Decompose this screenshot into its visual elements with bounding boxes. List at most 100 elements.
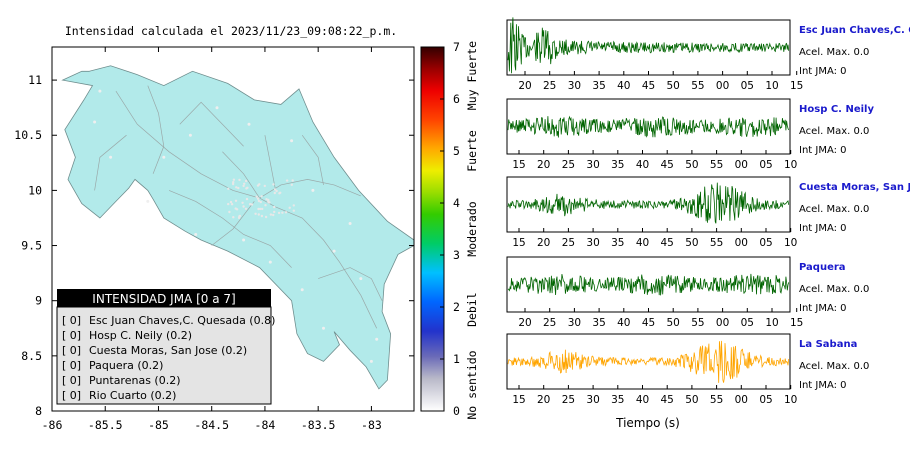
- y-tick-label: 9.5: [21, 239, 42, 253]
- town-marker: [250, 203, 254, 206]
- town-marker: [273, 188, 277, 191]
- town-marker: [348, 222, 352, 225]
- intensity-legend: INTENSIDAD JMA [0 a 7] [ 0] Esc Juan Chave…: [56, 289, 275, 405]
- intensity-colorbar: 0 1 2 3 4 5 6 7 No sentido Debil Moderado Fuerte Muy…: [420, 40, 479, 420]
- trace-tick-label: 35: [592, 80, 605, 92]
- trace-tick-label: 10: [765, 80, 778, 92]
- town-marker: [272, 183, 275, 186]
- town-marker: [322, 326, 325, 330]
- trace-tick-label: 50: [667, 80, 680, 92]
- road-line-10: [264, 135, 276, 191]
- trace-waveform: [507, 182, 790, 224]
- road-line-7: [211, 201, 255, 246]
- road-line-11: [318, 267, 383, 301]
- trace-tick-label: 20: [518, 80, 531, 92]
- trace-tick-label: 20: [537, 237, 550, 249]
- trace-accel-max: Acel. Max. 0.0: [799, 126, 869, 137]
- road-line-0: [115, 90, 260, 199]
- trace-tick-label: 35: [611, 159, 624, 171]
- trace-int-jma: Int JMA: 0: [799, 145, 847, 156]
- y-tick-label: 8: [35, 404, 42, 418]
- trace-station-name: Hosp C. Neily: [799, 104, 874, 115]
- town-marker: [273, 191, 276, 195]
- town-marker: [272, 213, 275, 217]
- town-marker: [231, 182, 235, 186]
- trace-tick-label: 40: [617, 80, 630, 92]
- trace-tick-label: 30: [586, 159, 599, 171]
- town-marker: [285, 179, 289, 182]
- trace-tick-label: 50: [685, 394, 698, 406]
- trace-tick-label: 15: [790, 80, 803, 92]
- legend-body: [56, 306, 272, 405]
- trace-tick-label: 25: [562, 394, 575, 406]
- legend-station: Puntarenas (0.2): [89, 374, 181, 387]
- town-marker: [258, 183, 261, 186]
- road-line-4: [94, 134, 127, 191]
- map-title: Intensidad calculada el 2023/11/23_09:08…: [65, 24, 397, 38]
- trace-tick-label: 45: [661, 159, 674, 171]
- trace-tick-label: 20: [537, 159, 550, 171]
- colorbar-tick-label: 4: [453, 196, 460, 210]
- town-marker: [292, 209, 295, 212]
- seismogram-traces: 20 25 30 35 40 45 50 55 00 05 10 15 Esc Juan Chaves,…: [506, 17, 910, 430]
- trace-tick-label: 30: [586, 237, 599, 249]
- legend-station: Hosp C. Neily (0.2): [89, 329, 192, 342]
- trace-tick-label: 30: [568, 317, 581, 329]
- trace-frame: [506, 98, 791, 155]
- trace-waveform: [507, 17, 790, 74]
- trace-panel: 20 25 30 35 40 45 50 55 00 05 10 15 Esc Juan Chaves,…: [506, 17, 910, 92]
- costa-rica-land: [61, 65, 414, 390]
- town-marker: [300, 288, 304, 292]
- road-line-2: [259, 179, 361, 199]
- town-marker: [243, 182, 246, 185]
- colorbar-tick-label: 5: [453, 144, 460, 158]
- legend-station: Rio Cuarto (0.2): [89, 389, 176, 402]
- legend-level: [ 0]: [62, 389, 81, 402]
- colorbar-category-label: Muy Fuerte: [465, 41, 479, 110]
- trace-tick-label: 15: [512, 394, 525, 406]
- town-marker: [230, 203, 234, 206]
- trace-tick-label: 45: [661, 237, 674, 249]
- town-marker: [232, 216, 235, 219]
- trace-tick-label: 20: [537, 394, 550, 406]
- legend-level: [ 0]: [62, 329, 81, 342]
- town-marker: [93, 120, 97, 124]
- legend-level: [ 0]: [62, 314, 81, 327]
- town-marker: [98, 89, 102, 93]
- trace-tick-label: 45: [642, 80, 655, 92]
- trace-tick-label: 20: [518, 317, 531, 329]
- trace-tick-label: 10: [784, 237, 797, 249]
- trace-tick-label: 50: [685, 159, 698, 171]
- y-tick-label: 8.5: [21, 349, 42, 363]
- town-marker: [228, 210, 231, 214]
- town-marker: [188, 133, 192, 137]
- colorbar-tick-label: 1: [453, 352, 460, 366]
- town-marker: [268, 260, 272, 264]
- x-tick-label: -84: [255, 418, 276, 432]
- town-marker: [375, 337, 379, 341]
- trace-tick-label: 40: [617, 317, 630, 329]
- x-tick-label: -84.5: [194, 418, 229, 432]
- town-marker: [238, 178, 241, 182]
- trace-tick-label: 05: [741, 80, 754, 92]
- trace-tick-label: 15: [790, 317, 803, 329]
- town-marker: [232, 181, 235, 184]
- x-tick-label: -83.5: [301, 418, 336, 432]
- town-marker: [275, 189, 278, 193]
- trace-tick-label: 25: [562, 237, 575, 249]
- town-marker: [247, 122, 251, 126]
- trace-tick-label: 10: [765, 317, 778, 329]
- town-marker: [273, 210, 276, 214]
- town-marker: [242, 184, 245, 188]
- town-marker: [237, 216, 241, 220]
- trace-accel-max: Acel. Max. 0.0: [799, 204, 869, 215]
- town-marker: [109, 155, 113, 159]
- map-body: [61, 65, 414, 390]
- trace-tick-label: 00: [735, 394, 748, 406]
- trace-int-jma: Int JMA: 0: [799, 303, 847, 314]
- legend-header: [57, 289, 271, 307]
- town-marker: [260, 214, 264, 218]
- trace-panel: 15 20 25 30 35 40 45 50 55 00 05 10 La Sabana Acel. M…: [506, 333, 869, 406]
- legend-station: Paquera (0.2): [89, 359, 163, 372]
- town-marker: [242, 205, 245, 208]
